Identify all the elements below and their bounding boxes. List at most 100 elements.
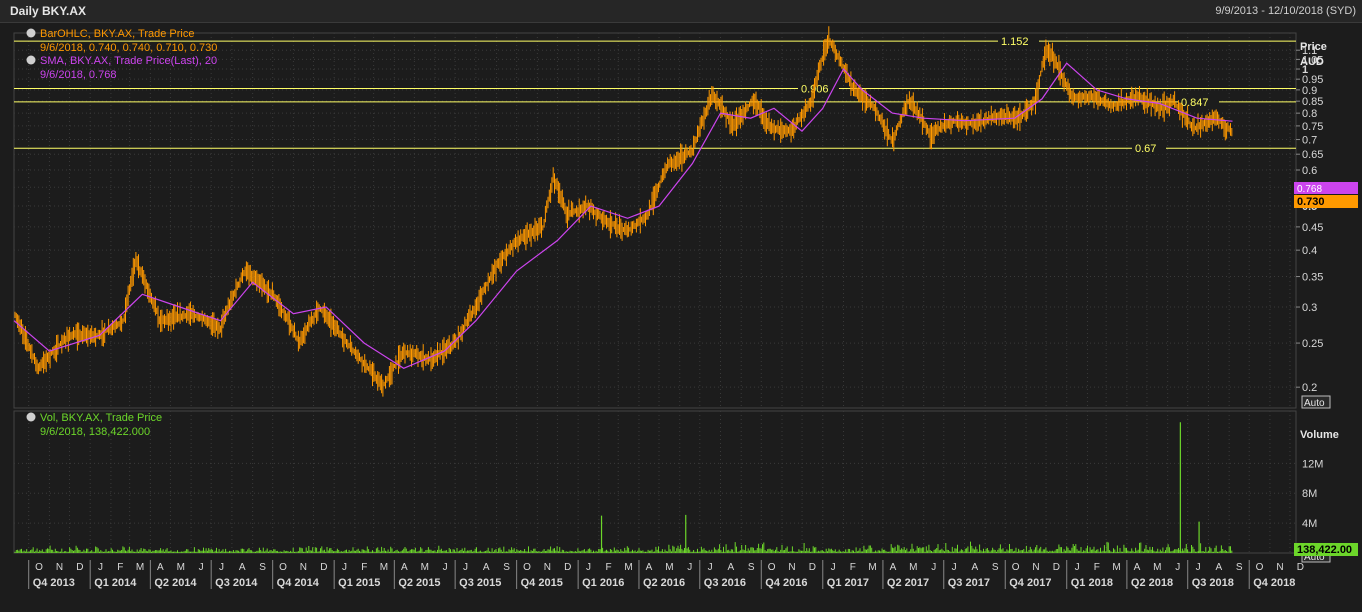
month-tick-label: J — [342, 562, 347, 573]
volume-axis-label: Volume — [1300, 429, 1339, 441]
close-last-value: 0.730 — [1297, 196, 1325, 208]
month-tick-label: J — [199, 562, 204, 573]
reference-line-label: 0.847 — [1181, 97, 1209, 109]
month-tick-label: J — [687, 562, 692, 573]
month-tick-label: J — [1175, 562, 1180, 573]
month-tick-label: D — [1297, 562, 1304, 573]
month-tick-label: A — [890, 562, 897, 573]
reference-label-bg — [798, 81, 839, 95]
month-tick-label: N — [1276, 562, 1283, 573]
price-tick-label: 0.3 — [1302, 302, 1317, 314]
month-tick-label: O — [1256, 562, 1264, 573]
reference-label-bg — [998, 34, 1039, 48]
month-tick-label: F — [605, 562, 611, 573]
price-tick-label: 0.9 — [1302, 85, 1317, 97]
month-tick-label: J — [463, 562, 468, 573]
reference-label-bg — [1132, 141, 1166, 155]
quarter-tick-label: Q3 2018 — [1192, 577, 1234, 589]
month-tick-label: F — [850, 562, 856, 573]
month-tick-label: J — [586, 562, 591, 573]
month-tick-label: D — [76, 562, 83, 573]
price-tick-label: 0.35 — [1302, 272, 1323, 284]
month-tick-label: O — [1012, 562, 1020, 573]
month-tick-label: S — [503, 562, 510, 573]
price-tick-label: 0.95 — [1302, 74, 1323, 86]
price-axis-unit: AUD — [1300, 56, 1324, 68]
quarter-tick-label: Q1 2016 — [582, 577, 624, 589]
month-tick-label: A — [646, 562, 653, 573]
quarter-tick-label: Q4 2016 — [765, 577, 807, 589]
sma-last-tag — [1294, 182, 1358, 194]
price-tick-label: 1.1 — [1302, 45, 1317, 57]
month-tick-label: A — [483, 562, 490, 573]
title-bar: Daily BKY.AX 9/9/2013 - 12/10/2018 (SYD) — [0, 0, 1362, 23]
volume-legend-detail: 9/6/2018, 138,422.000 — [40, 426, 150, 438]
quarter-tick-label: Q2 2017 — [887, 577, 929, 589]
sma-last-value: 0.768 — [1297, 184, 1322, 195]
ohlc-bars — [14, 26, 1233, 397]
month-tick-label: M — [136, 562, 144, 573]
month-tick-label: A — [1134, 562, 1141, 573]
month-tick-label: M — [177, 562, 185, 573]
month-tick-label: J — [1196, 562, 1201, 573]
price-legend: BarOHLC, BKY.AX, Trade Price 9/6/2018, 0… — [26, 28, 217, 81]
month-tick-label: F — [361, 562, 367, 573]
price-auto-button[interactable] — [1301, 395, 1331, 409]
volume-legend-name: Vol, BKY.AX, Trade Price — [40, 412, 162, 424]
quarter-tick-label: Q4 2015 — [521, 577, 563, 589]
quarter-tick-label: Q2 2014 — [154, 577, 197, 589]
month-tick-label: F — [117, 562, 123, 573]
month-tick-label: S — [259, 562, 266, 573]
month-tick-label: J — [931, 562, 936, 573]
quarter-tick-label: Q4 2013 — [33, 577, 75, 589]
price-tick-label: 0.4 — [1302, 245, 1317, 257]
date-range: 9/9/2013 - 12/10/2018 (SYD) — [1215, 5, 1356, 17]
quarter-tick-label: Q1 2017 — [827, 577, 869, 589]
month-tick-label: A — [401, 562, 408, 573]
volume-last-tag — [1294, 543, 1358, 556]
month-tick-label: M — [665, 562, 673, 573]
sma-legend-icon[interactable] — [26, 55, 36, 65]
ohlc-legend-icon[interactable] — [26, 28, 36, 38]
quarter-tick-label: Q1 2015 — [338, 577, 380, 589]
month-tick-label: J — [952, 562, 957, 573]
price-tick-label: 1 — [1302, 64, 1308, 76]
price-tick-label: 0.75 — [1302, 121, 1323, 133]
month-tick-label: A — [157, 562, 164, 573]
quarter-tick-label: Q1 2014 — [94, 577, 137, 589]
month-tick-label: A — [1215, 562, 1222, 573]
month-tick-label: M — [624, 562, 632, 573]
sma-line — [13, 62, 1233, 369]
month-tick-label: O — [523, 562, 531, 573]
month-tick-label: M — [380, 562, 388, 573]
month-tick-label: D — [1053, 562, 1060, 573]
month-tick-label: M — [909, 562, 917, 573]
volume-tick-label: 4M — [1302, 518, 1317, 530]
month-tick-label: O — [768, 562, 776, 573]
price-tick-label: 0.6 — [1302, 165, 1317, 177]
month-tick-label: J — [708, 562, 713, 573]
price-tick-label: 1.05 — [1302, 54, 1323, 66]
month-tick-label: M — [1112, 562, 1120, 573]
reference-line-label: 1.152 — [1001, 36, 1029, 48]
quarter-tick-label: Q3 2015 — [459, 577, 501, 589]
month-tick-label: F — [1094, 562, 1100, 573]
close-last-tag — [1294, 195, 1358, 208]
quarter-tick-label: Q4 2018 — [1253, 577, 1295, 589]
month-tick-label: N — [1032, 562, 1039, 573]
price-tick-label: 0.2 — [1302, 382, 1317, 394]
month-tick-label: A — [728, 562, 735, 573]
price-tick-label: 0.25 — [1302, 338, 1323, 350]
volume-legend: Vol, BKY.AX, Trade Price 9/6/2018, 138,4… — [26, 412, 162, 438]
price-axis-label: Price — [1300, 41, 1327, 53]
volume-bars — [14, 541, 1233, 553]
month-tick-label: O — [35, 562, 43, 573]
month-tick-label: J — [98, 562, 103, 573]
quarter-tick-label: Q3 2016 — [704, 577, 746, 589]
volume-legend-icon[interactable] — [26, 412, 36, 422]
month-tick-label: J — [1075, 562, 1080, 573]
month-tick-label: A — [239, 562, 246, 573]
quarter-tick-label: Q2 2018 — [1131, 577, 1173, 589]
